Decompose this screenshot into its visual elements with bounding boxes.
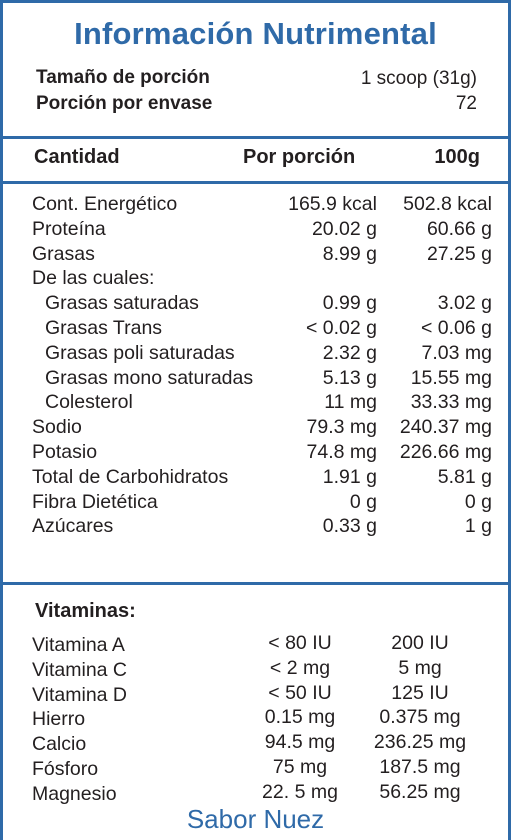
nutrient-per-serving: 79.3 mg [306,416,377,439]
vitamin-per-serving: 0.15 mg [264,706,336,729]
vitamin-row: Vitamina C < 2 mg 5 mg [0,657,511,682]
nutrient-row: Fibra Dietética 0 g 0 g [0,491,511,516]
nutrient-row: Sodio 79.3 mg 240.37 mg [0,416,511,441]
nutrient-name: Colesterol [45,391,133,414]
serving-size-label: Tamaño de porción [36,67,210,88]
nutrient-name: Azúcares [32,515,114,538]
vitamin-per-serving: < 2 mg [269,656,331,679]
nutrient-name: Fibra Dietética [32,490,158,513]
frame-right-border [508,0,511,840]
header-per-100g: 100g [434,146,480,168]
nutrient-name: De las cuales: [32,267,155,290]
label-title: Información Nutrimental [74,16,437,51]
vitamin-per-100g: 200 IU [391,632,449,654]
vitamin-name: Hierro [32,708,86,731]
vitamin-row: Fósforo 75 mg 187.5 mg [0,756,511,781]
vitamin-row: Vitamina D < 50 IU 125 IU [0,682,511,707]
nutrient-row: Cont. Energético 165.9 kcal 502.8 kcal [0,193,511,218]
nutrient-per-100g: 0 g [464,490,492,513]
nutrient-per-serving: 5.13 g [322,366,377,389]
nutrient-per-serving: 74.8 mg [306,441,377,463]
nutrient-per-serving: 0.33 g [322,515,377,538]
nutrient-name: Grasas mono saturadas [45,366,254,389]
nutrient-row: Proteína 20.02 g 60.66 g [0,218,511,243]
nutrient-per-100g: 33.33 mg [410,391,492,414]
nutrient-row: Grasas 8.99 g 27.25 g [0,243,511,268]
vitamin-per-100g: 0.375 mg [379,706,461,729]
vitamin-per-serving: < 50 IU [268,681,332,704]
frame-top-border [0,0,511,3]
vitamin-per-serving: 22. 5 mg [262,780,338,803]
flavor-name: Sabor Nuez [186,804,325,834]
nutrient-per-serving: 2.32 g [322,341,377,364]
nutrient-name: Grasas saturadas [45,292,199,315]
nutrient-per-100g: 7.03 mg [421,341,492,364]
nutrient-per-100g: < 0.06 g [420,317,492,339]
nutrient-row: Grasas mono saturadas 5.13 g 15.55 mg [0,367,511,392]
vitamins-heading: Vitaminas: [35,600,136,622]
divider-after-serving [0,136,511,139]
nutrient-name: Grasas [32,242,95,265]
nutrient-row: Grasas Trans < 0.02 g < 0.06 g [0,317,511,342]
nutrient-row: Total de Carbohidratos 1.91 g 5.81 g [0,466,511,491]
nutrient-per-100g: 240.37 mg [399,416,492,439]
vitamin-row: Magnesio 22. 5 mg 56.25 mg [0,781,511,806]
nutrient-per-serving: 0 g [349,490,377,513]
vitamin-per-serving: 75 mg [272,756,328,778]
header-amount: Cantidad [34,146,120,168]
nutrient-name: Grasas poli saturadas [45,341,235,364]
nutrient-row: Azúcares 0.33 g 1 g [0,515,511,540]
servings-per-container-label: Porción por envase [36,93,213,114]
vitamin-per-100g: 187.5 mg [379,756,461,778]
nutrient-per-serving: 20.02 g [311,217,377,240]
vitamin-per-serving: 94.5 mg [264,731,336,754]
divider-before-vitamins [0,582,511,585]
divider-after-header [0,181,511,184]
vitamin-name: Calcio [32,733,87,756]
vitamin-per-100g: 236.25 mg [373,731,467,754]
header-per-serving: Por porción [243,146,356,168]
servings-per-container-value: 72 [455,93,477,114]
vitamin-per-100g: 5 mg [398,656,442,679]
vitamin-per-100g: 56.25 mg [379,780,461,803]
nutrient-per-serving: < 0.02 g [305,317,377,339]
nutrient-per-100g: 3.02 g [437,292,492,315]
nutrient-row: Grasas poli saturadas 2.32 g 7.03 mg [0,342,511,367]
nutrient-row: De las cuales: [0,267,511,292]
nutrient-per-serving: 165.9 kcal [288,193,377,215]
nutrient-row: Grasas saturadas 0.99 g 3.02 g [0,292,511,317]
nutrient-per-100g: 226.66 mg [399,441,492,463]
nutrient-name: Potasio [32,441,98,463]
nutrient-name: Grasas Trans [45,317,163,339]
vitamin-row: Vitamina A < 80 IU 200 IU [0,632,511,657]
vitamin-name: Vitamina D [32,683,128,706]
nutrient-per-100g: 5.81 g [437,465,492,488]
nutrient-per-100g: 502.8 kcal [403,193,492,215]
vitamin-name: Vitamina C [32,658,128,681]
nutrient-per-serving: 1.91 g [322,465,377,488]
nutrient-per-100g: 27.25 g [426,242,492,265]
nutrient-name: Sodio [32,416,82,439]
nutrient-row: Potasio 74.8 mg 226.66 mg [0,441,511,466]
vitamin-name: Fósforo [32,758,99,780]
vitamin-per-serving: < 80 IU [268,632,332,654]
nutrient-per-serving: 11 mg [324,391,377,414]
nutrient-name: Total de Carbohidratos [32,465,229,488]
vitamin-per-100g: 125 IU [391,681,449,704]
frame-left-border [0,0,3,840]
vitamin-name: Vitamina A [32,634,125,656]
serving-size-value: 1 scoop (31g) [360,68,477,89]
vitamin-row: Calcio 94.5 mg 236.25 mg [0,731,511,756]
vitamin-row: Hierro 0.15 mg 0.375 mg [0,706,511,731]
nutrient-row: Colesterol 11 mg 33.33 mg [0,391,511,416]
vitamin-name: Magnesio [32,782,117,805]
nutrient-name: Cont. Energético [32,193,178,215]
nutrient-per-100g: 1 g [464,515,492,538]
nutrient-name: Proteína [32,217,106,240]
nutrient-per-serving: 8.99 g [322,242,377,265]
nutrient-per-100g: 60.66 g [426,217,492,240]
nutrient-per-100g: 15.55 mg [410,366,492,389]
nutrient-per-serving: 0.99 g [322,292,377,315]
